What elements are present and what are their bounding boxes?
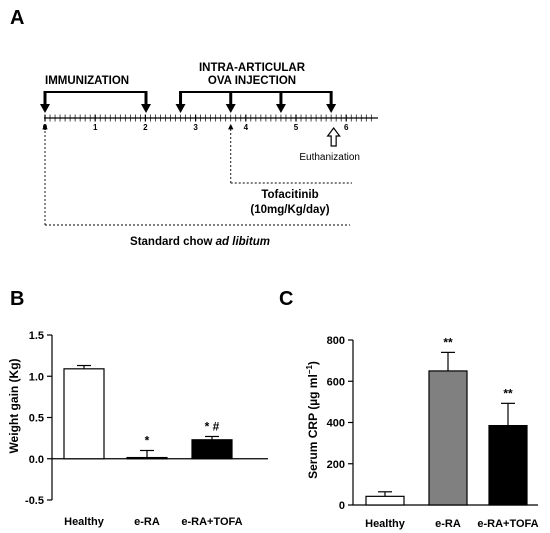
y-tick-label: 0.5 [29,413,44,425]
category-label: e-RA [435,518,461,530]
significance-label: * [145,434,150,448]
bar [63,368,105,460]
tofacitinib-label: Tofacitinib [261,189,318,201]
timeline-week-labels: 0123456 [43,123,349,132]
y-tick-label: 400 [327,418,345,430]
y-tick-label: 0 [339,500,345,512]
chart-b-plot: -0.5 0.0 0.5 1.0 1.5 Healthy * e-RA * # e-RA+TOFA [25,330,268,528]
panel-c: C Serum CRP (µg ml−1) 0 200 400 600 800 Healt… [279,288,539,530]
immunization-arrow-start [40,104,50,113]
tofacitinib-period: Tofacitinib (10mg/Kg/day) [228,123,352,216]
chow-label: Standard chow ad libitum [130,236,270,248]
panel-a: A 0123456 IMMUNIZATION INTRA-ARTICULAR O… [10,7,378,248]
timeline-week-label: 5 [294,123,299,132]
panel-b-ylabel: Weight gain (Kg) [7,358,21,453]
y-tick-label: 1.5 [29,330,44,342]
chart-c-plot: 0 200 400 600 800 Healthy ** e-RA ** e-RA+TOFA [327,335,539,530]
panel-b: B Weight gain (Kg) -0.5 0.0 0.5 1.0 1.5 Healt… [7,288,268,528]
immunization-arrow-end [141,104,151,113]
timeline-week-label: 4 [244,123,249,132]
injection-label-2: OVA INJECTION [208,75,296,87]
injection-arrow [225,104,236,113]
injection-arrow [175,104,186,113]
timeline-week-label: 2 [143,123,148,132]
injection-arrow [326,104,337,113]
significance-label: ** [503,386,513,400]
euthanization-label: Euthanization [299,152,360,163]
y-tick-label: -0.5 [25,495,44,507]
panel-c-label: C [279,288,293,310]
timeline-week-label: 3 [193,123,198,132]
bar [365,495,405,506]
injection-arrow [275,104,286,113]
category-label: Healthy [64,516,105,528]
injection-label-1: INTRA-ARTICULAR [199,62,306,74]
y-tick-label: 600 [327,376,345,388]
timeline-week-label: 1 [93,123,98,132]
y-tick-label: 0.0 [29,454,44,466]
tofacitinib-dose-label: (10mg/Kg/day) [250,204,329,216]
timeline-week-label: 6 [344,123,349,132]
y-tick-label: 200 [327,459,345,471]
euthanization-arrow-icon [326,127,341,147]
category-label: e-RA+TOFA [181,516,242,528]
injection-bracket: INTRA-ARTICULAR OVA INJECTION [175,62,337,113]
immunization-label: IMMUNIZATION [45,75,129,87]
euthanization-marker: Euthanization [299,127,360,163]
immunization-bracket: IMMUNIZATION [40,75,151,113]
significance-label: * # [205,419,220,433]
timeline-minor-ticks [44,114,372,122]
category-label: Healthy [365,518,406,530]
chow-period: Standard chow ad libitum [42,123,350,248]
category-label: e-RA [134,516,160,528]
significance-label: ** [443,335,453,349]
panel-c-ylabel: Serum CRP (µg ml−1) [305,361,320,479]
y-tick-label: 1.0 [29,371,44,383]
bar [488,424,528,506]
bar [191,439,233,460]
panel-a-label: A [10,7,24,29]
bar [428,370,468,506]
panel-b-label: B [10,288,24,310]
y-tick-label: 800 [327,335,345,347]
category-label: e-RA+TOFA [477,518,538,530]
